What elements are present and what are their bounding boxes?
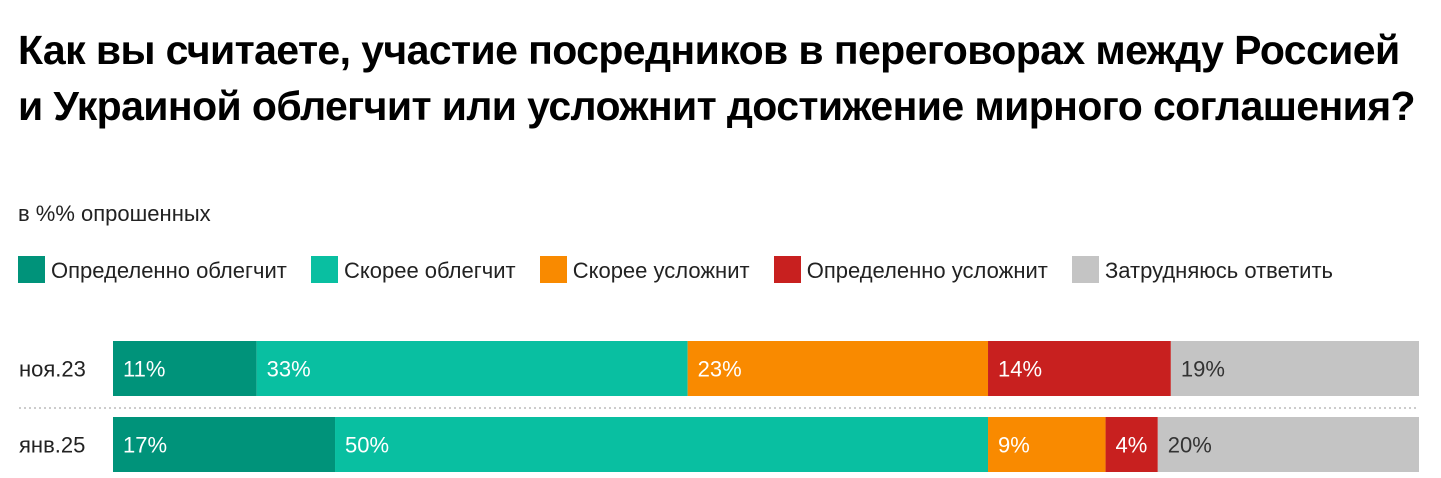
data-label: 19% xyxy=(1181,357,1225,382)
legend-item-definitely-harder: Определенно усложнит xyxy=(773,256,1048,283)
bar-segment xyxy=(335,417,989,472)
legend-item-hard-to-say: Затрудняюсь ответить xyxy=(1071,256,1333,283)
legend-label: Определенно облегчит xyxy=(51,258,287,283)
data-label: 23% xyxy=(698,357,742,382)
legend-item-definitely-easier: Определенно облегчит xyxy=(18,256,287,283)
chart-title: Как вы считаете, участие посредников в п… xyxy=(18,27,1416,129)
bar-segment xyxy=(988,417,1106,472)
data-label: 11% xyxy=(123,357,165,382)
data-label: 4% xyxy=(1116,433,1148,458)
legend: Определенно облегчит Скорее облегчит Ско… xyxy=(18,254,1418,288)
data-label: 20% xyxy=(1168,433,1212,458)
legend-item-rather-easier: Скорее облегчит xyxy=(310,256,516,283)
data-label: 33% xyxy=(267,357,311,382)
category-label: янв.25 xyxy=(19,433,85,458)
bar-segment xyxy=(1170,341,1419,396)
bar-segment xyxy=(1105,417,1158,472)
bar-segment xyxy=(1157,417,1419,472)
stacked-bar-chart: ноя.23 11% 33% 23% 14% 19% янв.25 17% 50% 9% 4% 20% xyxy=(19,341,1419,472)
bar-segment xyxy=(113,417,336,472)
legend-swatch xyxy=(1071,256,1099,283)
legend-swatch xyxy=(539,256,567,283)
legend-label: Затрудняюсь ответить xyxy=(1104,258,1333,283)
data-label: 9% xyxy=(998,433,1030,458)
legend-swatch xyxy=(310,256,338,283)
category-label: ноя.23 xyxy=(19,357,86,382)
legend-swatch xyxy=(18,256,45,283)
bar-segment xyxy=(256,341,688,396)
legend-item-rather-harder: Скорее усложнит xyxy=(539,256,750,283)
bar-segment xyxy=(687,341,989,396)
bar-segment xyxy=(113,341,257,396)
data-label: 50% xyxy=(345,433,389,458)
legend-label: Скорее облегчит xyxy=(343,258,516,283)
data-label: 17% xyxy=(123,433,167,458)
chart-subtitle: в %% опрошенных xyxy=(18,201,211,226)
bar-segment xyxy=(988,341,1171,396)
legend-swatch xyxy=(773,256,801,283)
legend-label: Скорее усложнит xyxy=(572,258,750,283)
data-label: 14% xyxy=(998,357,1042,382)
legend-label: Определенно усложнит xyxy=(806,258,1048,283)
